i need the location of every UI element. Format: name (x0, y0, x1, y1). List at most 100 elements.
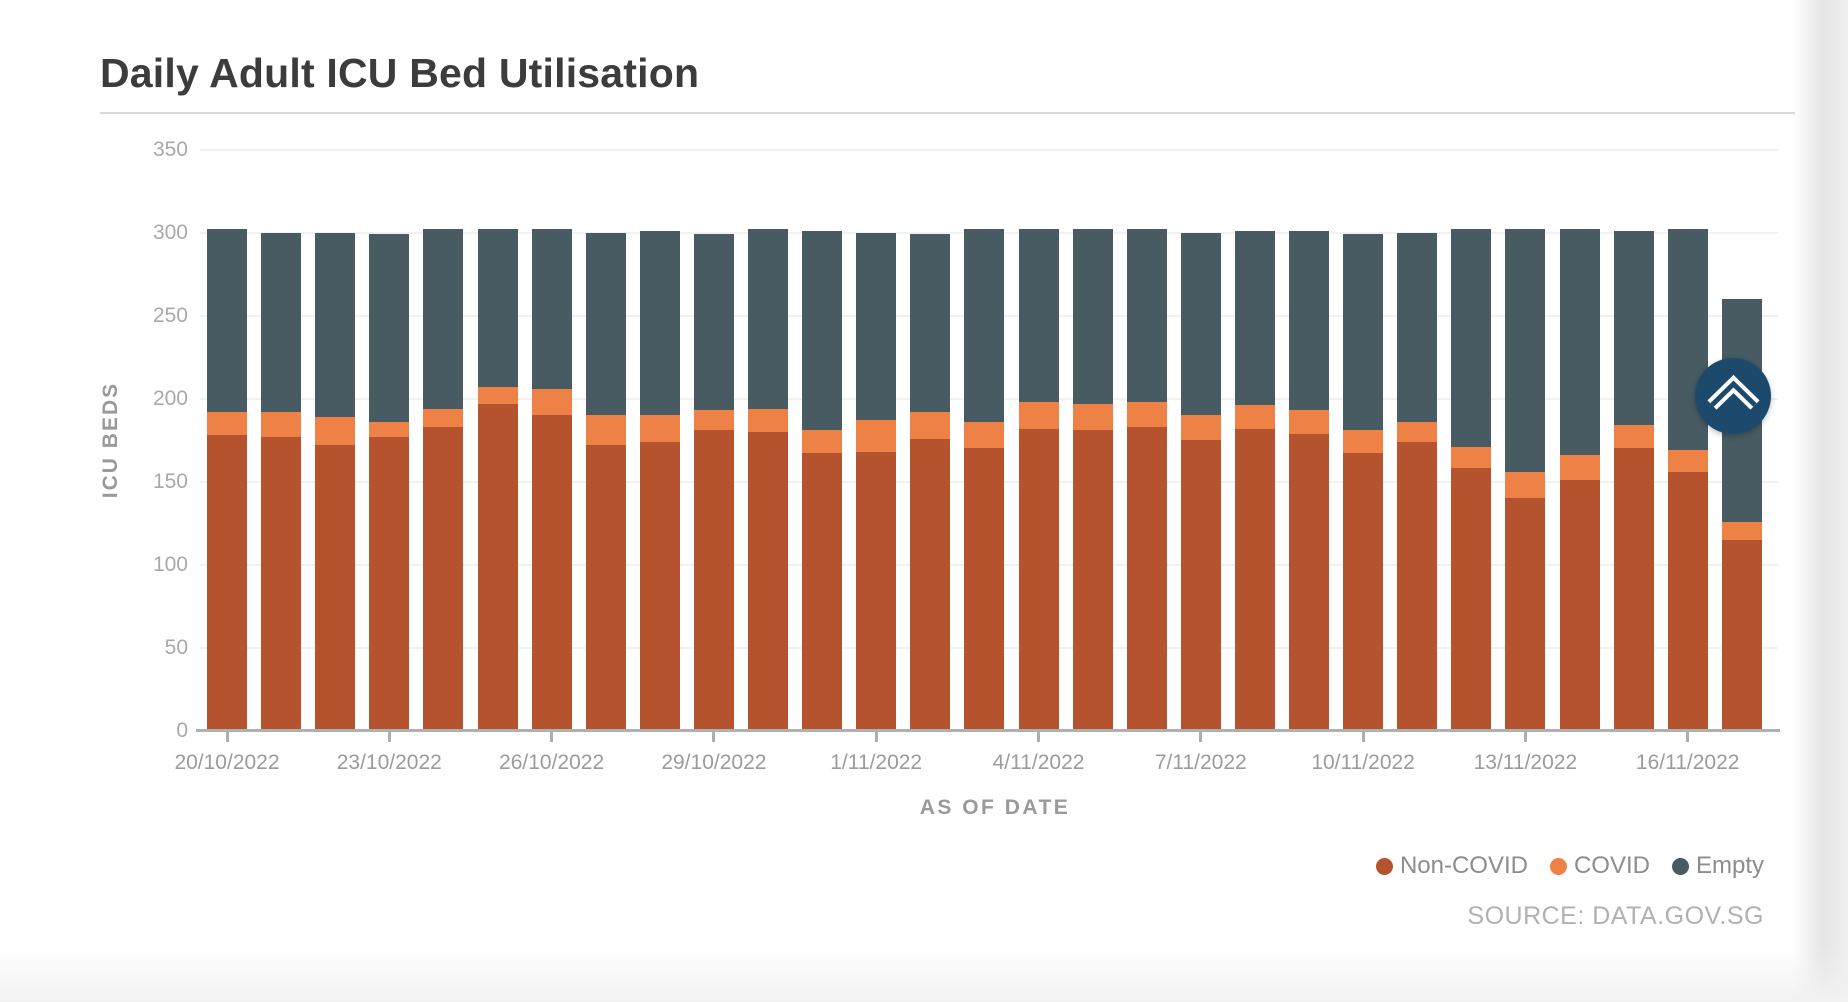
bar-segment-empty[interactable] (856, 232, 897, 421)
bar-segment-covid[interactable] (1613, 425, 1654, 449)
scroll-to-top-button[interactable] (1695, 358, 1771, 434)
bar-segment-empty[interactable] (315, 232, 356, 417)
bar-segment-covid[interactable] (964, 421, 1005, 449)
bar-6-11-2022[interactable] (1126, 229, 1167, 729)
bar-segment-covid[interactable] (1559, 455, 1600, 480)
bar-segment-covid[interactable] (369, 421, 410, 437)
bar-segment-non-covid[interactable] (1343, 453, 1384, 729)
bar-segment-non-covid[interactable] (207, 435, 247, 729)
bar-segment-covid[interactable] (261, 411, 302, 437)
bar-segment-non-covid[interactable] (1667, 471, 1708, 729)
bar-segment-covid[interactable] (802, 430, 843, 454)
bar-segment-empty[interactable] (639, 231, 680, 416)
bar-segment-covid[interactable] (423, 408, 464, 427)
bar-21-10-2022[interactable] (261, 232, 302, 729)
bar-segment-non-covid[interactable] (802, 453, 843, 729)
bar-segment-non-covid[interactable] (1451, 468, 1492, 729)
bar-segment-covid[interactable] (748, 408, 788, 432)
bar-23-10-2022[interactable] (369, 234, 410, 729)
bar-segment-non-covid[interactable] (369, 436, 410, 729)
bar-segment-covid[interactable] (1343, 430, 1384, 454)
bar-segment-covid[interactable] (1072, 403, 1113, 431)
bar-13-11-2022[interactable] (1505, 229, 1546, 729)
bar-segment-non-covid[interactable] (1397, 441, 1438, 729)
bar-segment-non-covid[interactable] (1072, 430, 1113, 729)
bar-segment-non-covid[interactable] (477, 403, 518, 729)
bar-segment-empty[interactable] (1180, 232, 1221, 416)
bar-segment-non-covid[interactable] (1559, 480, 1600, 729)
bar-segment-empty[interactable] (261, 232, 302, 412)
bar-15-11-2022[interactable] (1613, 231, 1654, 729)
bar-segment-non-covid[interactable] (1180, 440, 1221, 729)
bar-segment-covid[interactable] (1721, 521, 1762, 540)
bar-segment-non-covid[interactable] (639, 441, 680, 729)
bar-segment-empty[interactable] (1505, 229, 1546, 472)
bar-segment-empty[interactable] (1126, 229, 1167, 402)
bar-10-11-2022[interactable] (1343, 234, 1384, 729)
bar-9-11-2022[interactable] (1289, 231, 1329, 729)
bar-11-11-2022[interactable] (1397, 232, 1438, 729)
legend-item-non-covid[interactable]: Non-COVID (1375, 852, 1528, 880)
bar-segment-empty[interactable] (423, 229, 464, 409)
bar-segment-covid[interactable] (1234, 405, 1275, 429)
bar-3-11-2022[interactable] (964, 229, 1005, 729)
bar-segment-empty[interactable] (910, 234, 951, 412)
bar-segment-non-covid[interactable] (315, 445, 356, 729)
bar-segment-empty[interactable] (1451, 229, 1492, 447)
bar-segment-empty[interactable] (802, 231, 843, 431)
bar-8-11-2022[interactable] (1234, 231, 1275, 729)
bar-segment-non-covid[interactable] (1505, 498, 1546, 729)
bar-segment-non-covid[interactable] (1613, 448, 1654, 729)
bar-segment-empty[interactable] (693, 234, 734, 411)
bar-14-11-2022[interactable] (1559, 229, 1600, 729)
bar-segment-empty[interactable] (1072, 229, 1113, 404)
bar-segment-empty[interactable] (964, 229, 1005, 422)
bar-segment-covid[interactable] (1505, 471, 1546, 499)
bar-20-10-2022[interactable] (207, 229, 247, 729)
bar-segment-empty[interactable] (1018, 229, 1059, 402)
bar-4-11-2022[interactable] (1018, 229, 1059, 729)
bar-segment-covid[interactable] (585, 415, 626, 446)
bar-segment-empty[interactable] (1559, 229, 1600, 456)
bar-segment-empty[interactable] (477, 229, 518, 388)
bar-segment-non-covid[interactable] (1721, 539, 1762, 729)
bar-2-11-2022[interactable] (910, 234, 951, 729)
bar-27-10-2022[interactable] (585, 232, 626, 729)
bar-segment-non-covid[interactable] (585, 445, 626, 729)
bar-segment-covid[interactable] (693, 410, 734, 431)
bar-1-11-2022[interactable] (856, 232, 897, 729)
bar-segment-non-covid[interactable] (856, 451, 897, 729)
bar-segment-covid[interactable] (531, 388, 572, 416)
bar-segment-empty[interactable] (1234, 231, 1275, 406)
bar-16-11-2022[interactable] (1667, 229, 1708, 729)
bar-segment-non-covid[interactable] (910, 438, 951, 729)
bar-segment-non-covid[interactable] (748, 431, 788, 729)
bar-segment-non-covid[interactable] (1126, 426, 1167, 729)
bar-segment-non-covid[interactable] (423, 426, 464, 729)
bar-segment-non-covid[interactable] (964, 448, 1005, 729)
bar-segment-covid[interactable] (856, 420, 897, 452)
bar-segment-empty[interactable] (369, 234, 410, 422)
bar-5-11-2022[interactable] (1072, 229, 1113, 729)
bar-segment-empty[interactable] (207, 229, 247, 412)
bar-segment-empty[interactable] (1343, 234, 1384, 431)
bar-7-11-2022[interactable] (1180, 232, 1221, 729)
bar-segment-empty[interactable] (531, 229, 572, 389)
bar-31-10-2022[interactable] (802, 231, 843, 729)
bar-segment-covid[interactable] (315, 416, 356, 446)
bar-22-10-2022[interactable] (315, 232, 356, 729)
bar-30-10-2022[interactable] (748, 229, 788, 729)
bar-segment-non-covid[interactable] (693, 430, 734, 729)
bar-segment-covid[interactable] (639, 415, 680, 442)
bar-segment-covid[interactable] (207, 411, 247, 436)
legend-item-covid[interactable]: COVID (1549, 852, 1650, 880)
bar-segment-covid[interactable] (1397, 421, 1438, 442)
bar-segment-covid[interactable] (910, 411, 951, 439)
bar-29-10-2022[interactable] (693, 234, 734, 729)
bar-segment-covid[interactable] (477, 387, 518, 404)
bar-28-10-2022[interactable] (639, 231, 680, 729)
bar-segment-empty[interactable] (1289, 231, 1329, 411)
bar-segment-non-covid[interactable] (531, 415, 572, 729)
bar-segment-non-covid[interactable] (1018, 428, 1059, 729)
bar-segment-covid[interactable] (1126, 402, 1167, 427)
